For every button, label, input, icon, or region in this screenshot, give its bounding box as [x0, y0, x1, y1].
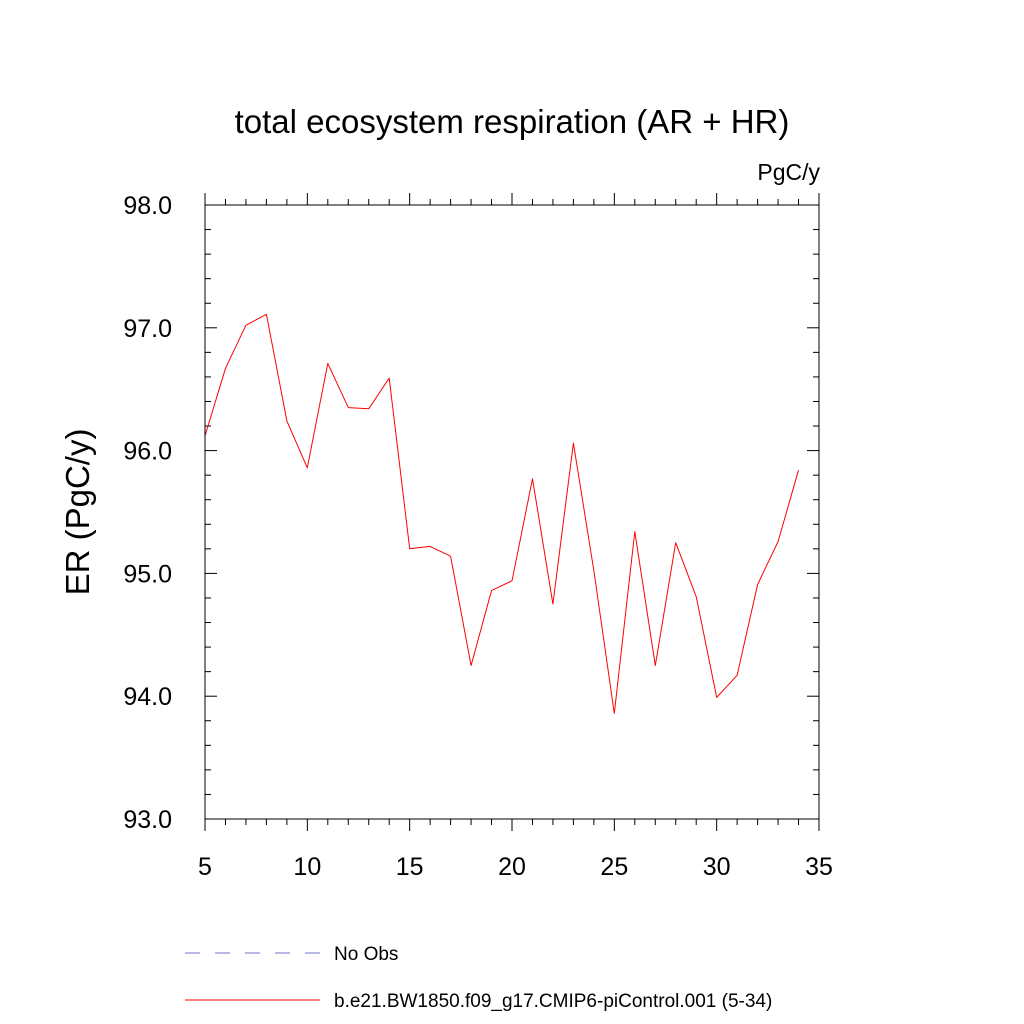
chart-title: total ecosystem respiration (AR + HR): [235, 103, 790, 140]
data-point: [389, 378, 390, 379]
data-point: [430, 546, 431, 547]
data-point: [225, 368, 226, 369]
y-tick-label: 96.0: [123, 438, 172, 466]
axis-tick-labels: 5 10 15 20 25 30 35 93.0 94.0 95.0 96.0 97.0 98.0: [123, 192, 833, 881]
data-point: [593, 570, 594, 571]
data-point: [552, 604, 553, 605]
data-point: [409, 548, 410, 549]
data-point: [511, 580, 512, 581]
data-point: [491, 590, 492, 591]
data-point: [573, 443, 574, 444]
data-point: [286, 421, 287, 422]
y-tick-label: 94.0: [123, 683, 172, 711]
y-tick-label: 98.0: [123, 192, 172, 220]
y-tick-label: 95.0: [123, 560, 172, 588]
legend-label: b.e21.BW1850.f09_g17.CMIP6-piControl.001…: [334, 991, 772, 1012]
x-tick-label: 5: [198, 853, 212, 881]
x-tick-label: 15: [396, 853, 424, 881]
series-layer: [204, 313, 799, 714]
data-point: [655, 665, 656, 666]
x-tick-label: 10: [293, 853, 321, 881]
x-tick-label: 30: [703, 853, 731, 881]
data-point: [634, 531, 635, 532]
data-point: [675, 542, 676, 543]
legend-label: No Obs: [334, 944, 398, 965]
axis-ticks: [204, 193, 820, 831]
data-point: [532, 478, 533, 479]
data-point: [737, 675, 738, 676]
data-point: [368, 408, 369, 409]
data-point: [307, 467, 308, 468]
data-point: [348, 407, 349, 408]
x-tick-label: 25: [600, 853, 628, 881]
data-point: [450, 556, 451, 557]
data-point: [716, 697, 717, 698]
legend: No Obs b.e21.BW1850.f09_g17.CMIP6-piContr…: [185, 944, 772, 1012]
units-label: PgC/y: [757, 159, 820, 185]
data-point: [757, 584, 758, 585]
y-tick-label: 97.0: [123, 315, 172, 343]
data-point: [327, 363, 328, 364]
x-tick-label: 20: [498, 853, 526, 881]
plot-frame: [204, 204, 820, 820]
data-point: [614, 713, 615, 714]
data-point: [266, 314, 267, 315]
data-point: [777, 541, 778, 542]
data-point: [696, 596, 697, 597]
x-tick-label: 35: [805, 853, 833, 881]
data-point: [470, 665, 471, 666]
y-tick-label: 93.0: [123, 806, 172, 834]
data-point: [245, 325, 246, 326]
series-line: [204, 313, 799, 714]
y-axis-label: ER (PgC/y): [59, 429, 96, 596]
data-point: [798, 470, 799, 471]
